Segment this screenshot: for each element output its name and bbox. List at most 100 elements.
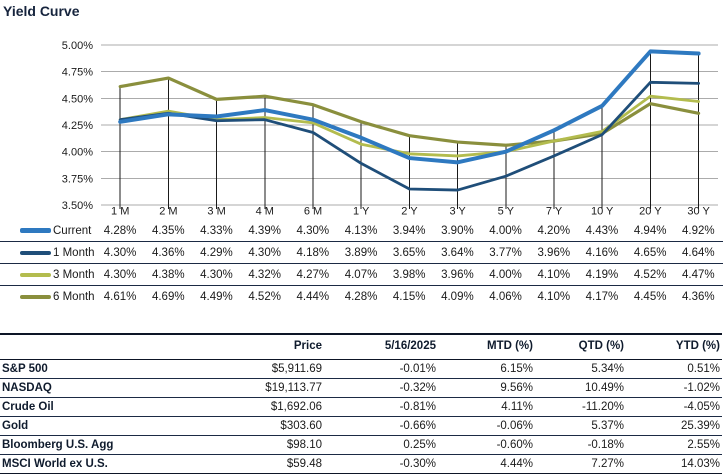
x-axis-tick-label: 1 Y [353,206,370,218]
legend-value: 4.30% [103,268,137,281]
market-cell: 0.51% [626,359,722,379]
legend-value: 4.29% [200,246,233,259]
market-table-row: MSCI World ex U.S. $59.48 -0.30% 4.44% 7.27%… [0,454,722,474]
market-table-column-header: QTD (%) [535,333,626,360]
legend-value: 4.65% [633,246,667,259]
legend-value: 4.16% [585,246,619,259]
market-table-row: Bloomberg U.S. Agg $98.10 0.25% -0.60% -0.18… [0,435,722,455]
market-cell: 5.34% [535,359,626,379]
legend-value: 4.10% [537,268,571,281]
market-table-column-header: 5/16/2025 [324,333,438,360]
legend-line-swatch [20,250,51,255]
market-cell: 4.44% [438,454,535,474]
market-cell: -0.81% [324,397,438,417]
market-cell: -1.02% [626,378,722,398]
market-cell: $303.60 [182,416,324,436]
x-axis-tick-label: 2 Y [401,206,418,218]
market-row-label: Gold [0,416,182,436]
yield-curve-chart: 5.00% 4.75% 4.50% 4.25% 4.00% 3.75% 3.50% 1 M 2 … [62,40,718,218]
legend-value: 4.18% [296,246,330,259]
yield-curve-legend: Current 4.28% 4.35% 4.33% 4.39% 4.30% 4.13% 3.9… [0,220,723,307]
legend-value: 4.38% [151,268,185,281]
legend-value: 4.69% [151,290,185,303]
legend-value: 4.44% [296,290,330,303]
market-cell: 7.27% [535,454,626,474]
legend-value: 4.07% [344,268,378,281]
market-cell: 2.55% [626,435,722,455]
legend-value: 4.30% [248,246,281,259]
x-axis-tick-label: 5 Y [498,206,515,218]
legend-value: 4.32% [248,268,281,281]
legend-value: 4.36% [682,290,715,303]
legend-name-cell: 3 Month [0,269,96,281]
market-cell: $19,113.77 [182,378,324,398]
market-cell: 5.37% [535,416,626,436]
x-axis-tick-label: 4 M [256,206,274,218]
market-cell: 9.56% [438,378,535,398]
legend-value: 3.89% [344,246,378,259]
market-cell: -0.66% [324,416,438,436]
market-cell: $1,692.06 [182,397,324,417]
market-table-column-header: MTD (%) [438,333,535,360]
market-cell: -0.18% [535,435,626,455]
legend-row: Current 4.28% 4.35% 4.33% 4.39% 4.30% 4.13% 3.9… [0,220,723,242]
legend-value: 4.64% [682,246,715,259]
market-cell: 6.15% [438,359,535,379]
legend-value: 4.36% [151,246,185,259]
page-title: Yield Curve [3,3,80,19]
y-axis-tick-label: 3.75% [62,173,93,185]
market-table: Price 5/16/2025 MTD (%) QTD (%) YTD (%) S&P … [0,333,722,474]
legend-name-cell: Current [0,225,96,237]
legend-value: 4.30% [296,224,330,237]
market-cell: 25.39% [626,416,722,436]
legend-value: 4.49% [200,290,233,303]
legend-value: 3.90% [441,224,474,237]
market-row-label: NASDAQ [0,378,182,398]
y-axis-tick-label: 4.50% [62,93,93,105]
legend-value: 4.92% [682,224,715,237]
market-table-section: Price 5/16/2025 MTD (%) QTD (%) YTD (%) S&P … [0,333,722,474]
x-axis-tick-label: 1 M [111,206,129,218]
y-axis-tick-label: 3.50% [62,200,93,212]
series-line-6-month [118,76,701,147]
legend-value: 4.27% [296,268,330,281]
market-table-row: NASDAQ $19,113.77 -0.32% 9.56% 10.49% -1.02% [0,378,722,398]
market-table-row: S&P 500 $5,911.69 -0.01% 6.15% 5.34% 0.51% [0,359,722,379]
legend-value: 4.61% [103,290,137,303]
market-cell: 0.25% [324,435,438,455]
market-cell: 10.49% [535,378,626,398]
market-table-header-row: Price 5/16/2025 MTD (%) QTD (%) YTD (%) [0,333,722,360]
x-axis-tick-label: 10 Y [591,206,614,218]
market-cell: $59.48 [182,454,324,474]
market-cell: -0.60% [438,435,535,455]
legend-value: 3.65% [392,246,426,259]
x-axis-tick-label: 6 M [304,206,322,218]
market-table-row: Gold $303.60 -0.66% -0.06% 5.37% 25.39% [0,416,722,436]
legend-value: 4.28% [344,290,378,303]
legend-series-label: 3 Month [53,268,95,281]
legend-value: 3.77% [489,246,522,259]
market-row-label: MSCI World ex U.S. [0,454,182,474]
legend-row: 1 Month 4.30% 4.36% 4.29% 4.30% 4.18% 3.89% 3.6… [0,242,723,264]
legend-value: 4.52% [248,290,281,303]
market-table-column-header [0,333,182,360]
market-cell: -0.06% [438,416,535,436]
x-axis-tick-label: 20 Y [639,206,662,218]
market-table-header: Price 5/16/2025 MTD (%) QTD (%) YTD (%) [0,333,722,360]
legend-value: 3.96% [441,268,474,281]
market-cell: $5,911.69 [182,359,324,379]
legend-value: 4.13% [344,224,378,237]
legend-value: 4.19% [585,268,619,281]
series-line-1-month [118,80,700,192]
market-cell: -0.30% [324,454,438,474]
legend-value: 4.52% [633,268,667,281]
legend-value: 4.17% [585,290,619,303]
y-axis-tick-label: 4.00% [62,147,93,159]
legend-value: 4.20% [537,224,571,237]
legend-series-label: 6 Month [53,290,95,303]
market-cell: 4.11% [438,397,535,417]
legend-name-cell: 1 Month [0,247,96,259]
legend-line-swatch [20,294,51,299]
legend-value: 4.30% [103,246,137,259]
